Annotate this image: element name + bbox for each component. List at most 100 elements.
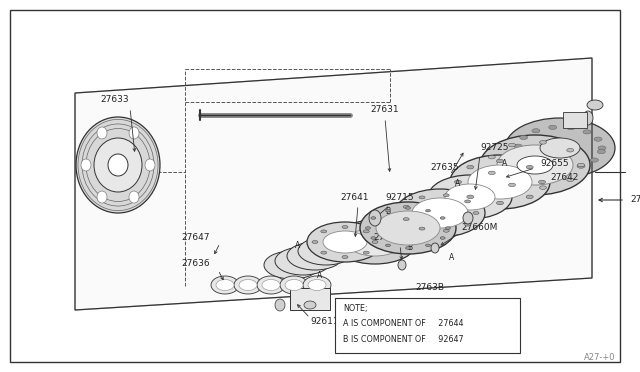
- Ellipse shape: [445, 227, 451, 229]
- Ellipse shape: [145, 159, 155, 171]
- Ellipse shape: [444, 194, 449, 197]
- Ellipse shape: [321, 230, 327, 233]
- Text: 27631: 27631: [371, 106, 399, 115]
- Ellipse shape: [426, 209, 431, 212]
- Ellipse shape: [559, 167, 568, 171]
- Ellipse shape: [365, 227, 371, 229]
- Ellipse shape: [321, 251, 327, 254]
- Ellipse shape: [465, 223, 470, 226]
- Ellipse shape: [257, 276, 285, 294]
- Ellipse shape: [440, 237, 445, 239]
- Text: A: A: [317, 270, 323, 279]
- Ellipse shape: [262, 279, 280, 291]
- Ellipse shape: [419, 196, 425, 199]
- Text: 27660M: 27660M: [374, 234, 410, 243]
- Text: 27642: 27642: [551, 173, 579, 182]
- Ellipse shape: [303, 276, 331, 294]
- Ellipse shape: [567, 148, 573, 152]
- Ellipse shape: [516, 153, 525, 157]
- Ellipse shape: [567, 178, 573, 182]
- Ellipse shape: [216, 279, 234, 291]
- Ellipse shape: [303, 250, 327, 262]
- Ellipse shape: [426, 244, 431, 247]
- Bar: [563, 112, 587, 128]
- Ellipse shape: [333, 220, 417, 264]
- Ellipse shape: [234, 276, 262, 294]
- Text: 27660M: 27660M: [462, 224, 498, 232]
- Ellipse shape: [463, 212, 473, 224]
- Ellipse shape: [520, 135, 527, 140]
- Ellipse shape: [548, 125, 557, 129]
- Text: 92715: 92715: [386, 193, 414, 202]
- Text: A: A: [296, 241, 301, 250]
- Ellipse shape: [275, 247, 331, 275]
- Ellipse shape: [541, 166, 550, 170]
- Text: 92725: 92725: [481, 144, 509, 153]
- Bar: [290, 288, 330, 310]
- Ellipse shape: [275, 299, 285, 311]
- Ellipse shape: [467, 195, 474, 199]
- Ellipse shape: [473, 212, 479, 215]
- Ellipse shape: [445, 184, 495, 210]
- Ellipse shape: [364, 251, 369, 254]
- Ellipse shape: [526, 161, 534, 165]
- Ellipse shape: [291, 255, 315, 267]
- Ellipse shape: [97, 127, 107, 139]
- Text: A: A: [449, 253, 454, 263]
- Ellipse shape: [342, 225, 348, 228]
- Text: 27641: 27641: [340, 193, 369, 202]
- Ellipse shape: [465, 200, 470, 203]
- Ellipse shape: [431, 243, 439, 253]
- Text: 27636: 27636: [181, 259, 210, 267]
- Ellipse shape: [497, 159, 504, 163]
- Ellipse shape: [371, 237, 376, 239]
- Text: B: B: [408, 244, 413, 253]
- Ellipse shape: [406, 207, 410, 209]
- Text: A: A: [502, 160, 508, 169]
- Text: B IS COMPONENT OF     92647: B IS COMPONENT OF 92647: [343, 336, 463, 344]
- Text: 92611: 92611: [310, 317, 339, 327]
- Ellipse shape: [450, 155, 550, 209]
- Text: A IS COMPONENT OF     27644: A IS COMPONENT OF 27644: [343, 320, 463, 328]
- Ellipse shape: [81, 159, 91, 171]
- Ellipse shape: [264, 251, 320, 279]
- Ellipse shape: [304, 301, 316, 309]
- Ellipse shape: [583, 130, 591, 134]
- Ellipse shape: [509, 143, 515, 147]
- Ellipse shape: [540, 186, 547, 189]
- Ellipse shape: [505, 118, 615, 178]
- Text: 27635: 27635: [431, 164, 460, 173]
- Ellipse shape: [398, 260, 406, 270]
- Ellipse shape: [532, 129, 540, 133]
- Ellipse shape: [597, 150, 605, 154]
- Ellipse shape: [372, 241, 378, 244]
- Text: B: B: [385, 208, 390, 217]
- Ellipse shape: [369, 210, 381, 226]
- Ellipse shape: [239, 279, 257, 291]
- Text: A: A: [456, 179, 461, 187]
- Ellipse shape: [444, 229, 449, 232]
- Ellipse shape: [587, 100, 603, 110]
- Ellipse shape: [287, 242, 343, 270]
- Ellipse shape: [526, 165, 533, 169]
- Ellipse shape: [583, 111, 593, 125]
- Ellipse shape: [538, 180, 545, 184]
- Ellipse shape: [323, 231, 367, 253]
- Ellipse shape: [312, 241, 318, 244]
- Ellipse shape: [526, 195, 533, 199]
- Ellipse shape: [594, 137, 602, 141]
- Ellipse shape: [598, 146, 606, 150]
- Ellipse shape: [497, 201, 504, 205]
- Ellipse shape: [577, 164, 585, 168]
- Ellipse shape: [280, 276, 308, 294]
- Ellipse shape: [497, 145, 573, 185]
- Ellipse shape: [440, 217, 445, 219]
- Ellipse shape: [468, 165, 532, 199]
- Text: 92655: 92655: [541, 158, 570, 167]
- Ellipse shape: [129, 191, 139, 203]
- Ellipse shape: [307, 222, 383, 262]
- Ellipse shape: [567, 126, 575, 130]
- Ellipse shape: [129, 127, 139, 139]
- Text: 2763B: 2763B: [415, 283, 445, 292]
- Ellipse shape: [347, 228, 403, 256]
